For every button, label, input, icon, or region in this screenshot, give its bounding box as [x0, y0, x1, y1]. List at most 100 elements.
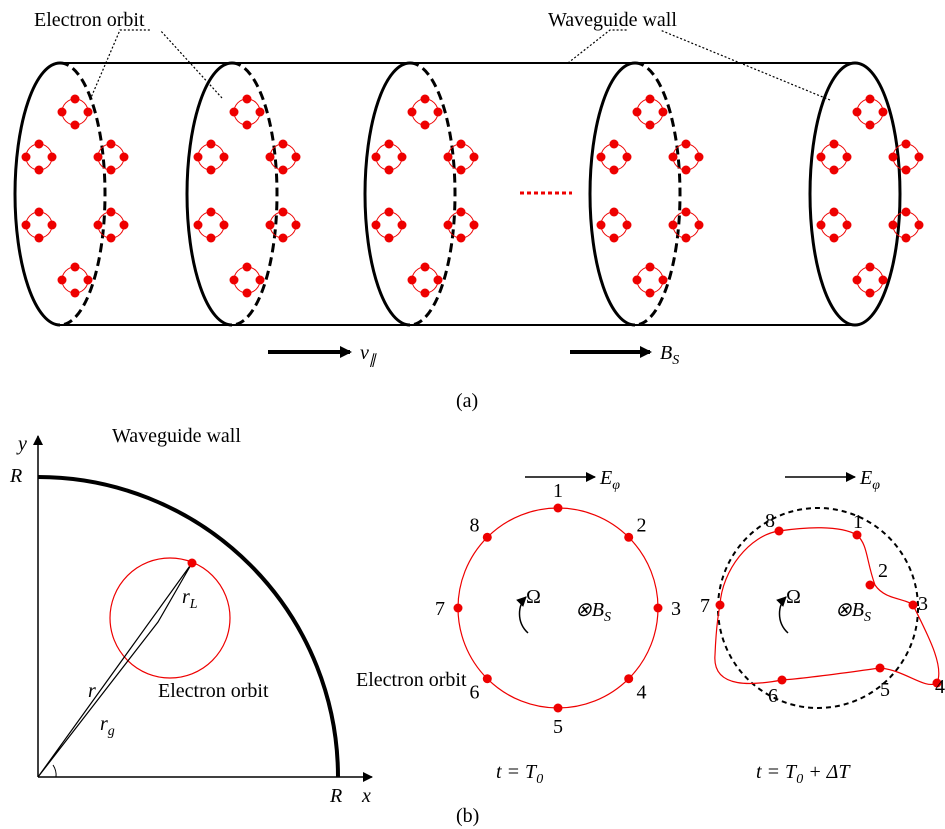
point-label: 8: [765, 510, 775, 532]
electron: [454, 604, 463, 613]
electron: [623, 153, 632, 162]
electron: [915, 221, 924, 230]
symbol-label: Eφ: [599, 467, 620, 493]
electron: [107, 140, 116, 149]
subscript: 0: [536, 772, 543, 787]
time-label: t = T0 + ΔT: [756, 761, 851, 787]
electron: [853, 108, 862, 117]
radius-label: R: [329, 785, 342, 807]
orbit-label: Electron orbit: [356, 669, 467, 691]
electron: [610, 208, 619, 217]
electron: [94, 153, 103, 162]
electron: [48, 153, 57, 162]
electron: [716, 601, 725, 610]
electron: [279, 166, 288, 175]
electron: [220, 153, 229, 162]
electron: [35, 208, 44, 217]
point-label: 1: [553, 480, 563, 502]
y-axis-label: y: [16, 433, 27, 455]
electron: [646, 95, 655, 104]
radius-label: R: [9, 465, 22, 487]
electron: [633, 276, 642, 285]
electron: [48, 221, 57, 230]
electron: [902, 208, 911, 217]
electron: [434, 108, 443, 117]
electron: [866, 581, 875, 590]
electron: [266, 153, 275, 162]
electron: [457, 140, 466, 149]
electron: [256, 276, 265, 285]
electron: [207, 140, 216, 149]
electron: [597, 221, 606, 230]
electron: [623, 221, 632, 230]
electron: [682, 166, 691, 175]
electron: [279, 234, 288, 243]
point-label: 4: [935, 676, 945, 698]
caption: (a): [456, 390, 478, 412]
electron: [408, 108, 417, 117]
symbol-label: Eφ: [859, 467, 880, 493]
electron: [817, 153, 826, 162]
electron: [421, 121, 430, 130]
subscript: S: [864, 610, 871, 625]
wall-label: Waveguide wall: [548, 9, 677, 31]
electron: [695, 153, 704, 162]
electron: [876, 664, 885, 673]
electron: [866, 121, 875, 130]
electron: [902, 140, 911, 149]
electron: [457, 166, 466, 175]
electron: [279, 140, 288, 149]
slice-front: [590, 63, 635, 325]
electron: [879, 108, 888, 117]
slice-front: [365, 63, 410, 325]
wall-arc: [38, 477, 338, 777]
point-label: 1: [853, 511, 863, 533]
electron: [659, 276, 668, 285]
electron: [830, 140, 839, 149]
electron: [207, 234, 216, 243]
symbol: E: [599, 467, 612, 489]
point-label: 2: [878, 560, 888, 582]
electron: [457, 208, 466, 217]
electron: [58, 108, 67, 117]
electron: [434, 276, 443, 285]
time: + ΔT: [803, 761, 851, 783]
angle-arc: [53, 765, 56, 777]
electron: [457, 234, 466, 243]
electron: [866, 95, 875, 104]
subscript: φ: [612, 478, 620, 493]
point-label: 6: [768, 685, 778, 707]
point-label: 4: [636, 681, 646, 703]
electron: [107, 208, 116, 217]
electron: [669, 221, 678, 230]
electron: [71, 289, 80, 298]
electron: [35, 234, 44, 243]
electron: [256, 108, 265, 117]
electron: [597, 153, 606, 162]
electron: [230, 108, 239, 117]
electron: [421, 95, 430, 104]
electron: [22, 153, 31, 162]
subscript: φ: [872, 478, 880, 493]
electron: [483, 674, 492, 683]
electron: [35, 140, 44, 149]
electron: [853, 276, 862, 285]
leader: [568, 30, 628, 63]
electron: [695, 221, 704, 230]
symbol: E: [859, 467, 872, 489]
wall-label: Waveguide wall: [112, 425, 241, 447]
electron: [194, 221, 203, 230]
electron: [909, 601, 918, 610]
electron: [659, 108, 668, 117]
electron: [107, 166, 116, 175]
point-label: 5: [880, 679, 890, 701]
electron: [866, 263, 875, 272]
symbol: r: [100, 713, 108, 735]
subscript: 0: [796, 772, 803, 787]
quarter-plot: [38, 436, 372, 777]
electron: [889, 153, 898, 162]
slice-front: [15, 63, 60, 325]
electron: [610, 140, 619, 149]
omega-label: Ω: [786, 586, 801, 608]
reference-circle: [718, 508, 918, 708]
